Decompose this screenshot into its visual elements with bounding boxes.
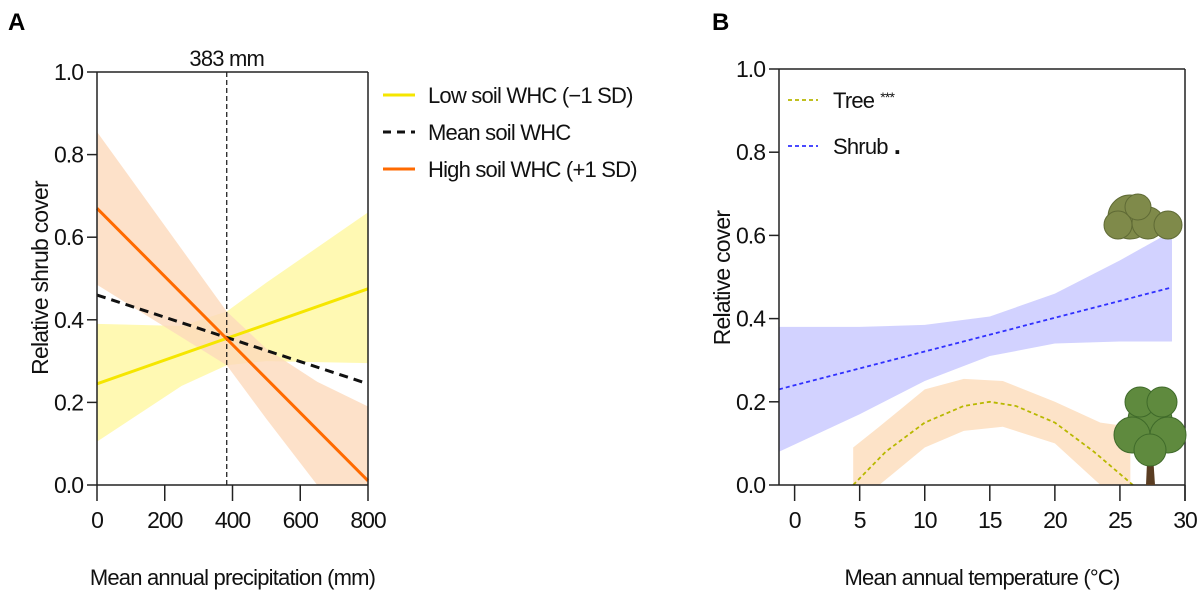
legend-label-0: Low soil WHC (−1 SD) [428,83,633,108]
x-tick-label: 200 [147,507,183,533]
y-tick-label: 0.4 [54,307,84,333]
panel-label: A [8,9,25,36]
confidence-band-2 [97,131,368,485]
series-line-1 [96,293,369,386]
legend-label-1: Shrub. [833,130,900,160]
panel-A: A 383 mm 0.0 0.2 0.4 0.6 0.8 1.0 0 200 400 600 800 Me… [8,9,638,590]
tree-foliage [1133,433,1167,467]
y-tick-label: 0.4 [736,306,766,332]
y-tick-label: 0.6 [736,222,765,248]
x-axis-label: Mean annual precipitation (mm) [90,565,375,590]
x-tick-label: 10 [913,507,937,533]
shrub-foliage [1153,210,1183,240]
shrub-illustration [1103,193,1183,240]
y-axis-label: Relative cover [709,210,735,346]
x-tick-label: 0 [91,507,103,533]
y-tick-label: 0.6 [54,224,83,250]
y-tick-label: 0.2 [54,389,83,415]
y-tick-label: 0.8 [736,139,765,165]
x-tick-label: 15 [978,507,1002,533]
y-tick-label: 0.0 [54,472,83,498]
series-line-1 [778,286,1173,391]
x-tick-label: 0 [789,507,801,533]
tree-foliage [1146,386,1178,418]
shrub-foliage [1124,193,1152,221]
panel-label: B [712,9,729,36]
x-tick-label: 25 [1108,507,1132,533]
legend-label-2: High soil WHC (+1 SD) [428,157,637,182]
series-line-2 [95,207,370,482]
y-axis-label: Relative shrub cover [27,180,53,375]
x-tick-label: 400 [215,507,251,533]
confidence-band-1 [779,231,1172,452]
significance-marker: *** [880,89,895,105]
legend-label-1: Mean soil WHC [428,120,571,145]
tree-illustration [1113,386,1187,485]
x-tick-label: 600 [283,507,319,533]
series-line-0 [852,400,1134,486]
y-tick-label: 0.0 [736,472,765,498]
y-tick-label: 1.0 [736,56,765,82]
y-tick-label: 0.8 [54,142,83,168]
significance-marker: . [894,130,900,160]
x-tick-label: 20 [1043,507,1067,533]
x-tick-label: 5 [854,507,866,533]
annotation-label: 383 mm [189,46,264,71]
x-tick-label: 800 [350,507,386,533]
confidence-band-0 [853,378,1131,485]
x-tick-label: 30 [1173,507,1197,533]
x-axis-label: Mean annual temperature (°C) [845,565,1120,590]
panel-B: B 0.0 0.2 0.4 0.6 0.8 1.0 0 5 10 15 20 25 30 Mean annu… [709,9,1198,590]
y-tick-label: 1.0 [54,59,83,85]
y-tick-label: 0.2 [736,389,765,415]
legend-label-0: Tree *** [833,88,896,113]
series-line-0 [96,287,369,386]
